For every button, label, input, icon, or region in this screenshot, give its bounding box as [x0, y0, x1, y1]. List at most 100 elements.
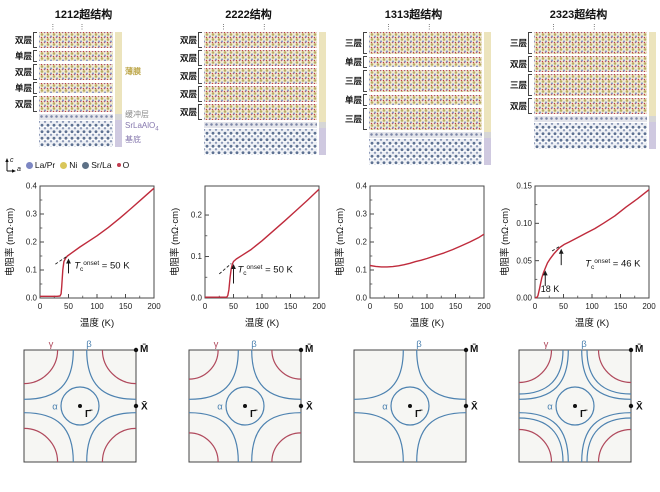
nickelate-layer-pattern	[204, 32, 317, 48]
layer-row: 双层	[6, 64, 113, 80]
resistivity-curve	[369, 233, 484, 268]
annotations: Tconset = 50 K	[54, 255, 130, 274]
svg-text:150: 150	[118, 302, 132, 311]
y-axis: 0.0 0.1 0.2 0.3 0.4	[25, 182, 44, 303]
layer-label: 三层	[344, 38, 362, 48]
m-point-dot	[628, 347, 633, 353]
beta-band-label: β	[251, 339, 257, 350]
panel-title: 1313超结构	[384, 9, 443, 21]
svg-text:0.0: 0.0	[25, 294, 37, 303]
layer-row: 单层	[336, 94, 482, 106]
layer-bracket	[528, 74, 532, 96]
axis-indicator: c	[5, 157, 16, 173]
svg-text:0.1: 0.1	[190, 252, 202, 261]
layer-row: 双层	[171, 50, 317, 66]
layer-row: 双层	[171, 32, 317, 48]
temperature-annotation: 18 K	[540, 284, 559, 294]
nickelate-layer-pattern	[534, 32, 647, 54]
layer-bracket	[33, 50, 37, 62]
crystal-structure: ⋮ ⋮ 双层 双层 双层 双层 双层	[171, 23, 326, 155]
resistivity-chart-svg: 0 50 100 150 200 0.00 0.05 0.10 0.15 电阻率 (mΩ·cm) 温…	[499, 182, 656, 329]
m-point-label: M̄	[470, 343, 478, 355]
layer-label: 双层	[509, 101, 527, 111]
gamma-point-label: Γ̄	[250, 409, 258, 420]
svg-text:0.1: 0.1	[25, 266, 37, 275]
x-axis: 0 50 100 150 200	[532, 294, 656, 311]
layer-label: 双层	[179, 71, 197, 81]
layer-label: 单层	[14, 51, 32, 61]
x-axis: 0 50 100 150 200	[367, 294, 491, 311]
buffer-strip	[115, 114, 122, 120]
layer-row: 三层	[336, 32, 482, 54]
resistivity-curve	[534, 189, 649, 299]
nickelate-layer-pattern	[369, 95, 482, 105]
nickelate-layer-pattern	[39, 51, 113, 61]
layer-label: 双层	[179, 89, 197, 99]
buffer-layer	[534, 116, 647, 122]
gamma-pockets	[188, 349, 301, 463]
o-atom-icon	[116, 163, 121, 167]
layer-row: 三层	[501, 74, 647, 96]
layer-row: 双层	[171, 104, 317, 120]
resistivity-panel-2222: 0 50 100 150 200 0.0 0.1 0.2 电阻率 (mΩ·cm) 温度 (K) Tc…	[165, 176, 330, 334]
film-layers: 双层 双层 双层 双层 双层	[171, 32, 317, 120]
ellipsis: ⋮	[425, 24, 433, 31]
layer-bracket	[198, 104, 202, 120]
ellipsis: ⋮	[549, 24, 557, 31]
layer-row: 单层	[6, 82, 113, 94]
m-point-label: M̄	[635, 343, 643, 355]
svg-text:0.00: 0.00	[516, 294, 532, 303]
layer-bracket	[198, 86, 202, 102]
x-axis-label: 温度 (K)	[574, 317, 608, 329]
layer-label: 单层	[14, 83, 32, 93]
gamma-point-label: Γ̄	[415, 409, 423, 420]
gamma-point-label: Γ̄	[580, 409, 588, 420]
layer-row: 双层	[171, 86, 317, 102]
structure-panel-2323: 2323超结构 ⋮ ⋮ 三层 双层 三层 双层	[495, 4, 660, 176]
fermi-surface-panel-1313: β α Γ̄ M̄ X̄	[330, 334, 495, 484]
m-point-dot	[133, 347, 138, 353]
svg-text:0.2: 0.2	[190, 211, 202, 220]
extrapolation-dash	[54, 255, 68, 265]
beta-sheets	[518, 349, 631, 463]
fermi-surface-svg: γ β α Γ̄ M̄ X̄	[23, 339, 148, 463]
legend-item-o: O	[116, 160, 129, 170]
layer-bracket	[363, 70, 367, 92]
legend-label: Ni	[69, 160, 78, 170]
svg-text:200: 200	[312, 302, 326, 311]
layer-label: 双层	[179, 35, 197, 45]
region-strip	[649, 32, 656, 149]
gamma-pockets	[518, 349, 631, 463]
beta-band-label: β	[416, 339, 422, 350]
film-layers: 三层 单层 三层 单层 三层	[336, 32, 482, 130]
structure-panel-1212: 1212超结构 ⋮ ⋮ 双层 单层 双层 单层 双层 薄膜 缓冲层 SrLaAlO4 基底	[0, 4, 165, 176]
film-label: 薄膜	[125, 66, 141, 76]
y-axis: 0.0 0.1 0.2	[190, 211, 209, 303]
structure-lattice: ⋮ ⋮ 双层 单层 双层 单层 双层	[6, 23, 113, 147]
alpha-band-label: α	[52, 402, 58, 413]
m-point-label: M̄	[305, 343, 313, 355]
layer-label: 三层	[344, 114, 362, 124]
continuation-dots: ⋮ ⋮	[39, 23, 113, 32]
ellipsis: ⋮	[590, 24, 598, 31]
alpha-band-label: α	[217, 402, 223, 413]
panel-title: 1212超结构	[54, 9, 113, 21]
film-strip	[115, 32, 122, 114]
layer-bracket	[33, 96, 37, 112]
tc-arrowhead	[542, 270, 548, 276]
svg-text:0.0: 0.0	[190, 294, 202, 303]
region-strip	[484, 32, 491, 165]
region-labels: 薄膜 缓冲层 SrLaAlO4 基底	[122, 32, 161, 147]
y-axis-label: 电阻率 (mΩ·cm)	[334, 208, 346, 276]
ellipsis: ⋮	[49, 24, 57, 31]
region-strip	[115, 32, 122, 147]
svg-text:0.3: 0.3	[25, 210, 37, 219]
buffer-strip	[649, 116, 656, 122]
plot-frame	[369, 185, 484, 299]
crystal-structure: ⋮ ⋮ 双层 单层 双层 单层 双层 薄膜 缓冲层 SrLaAlO4 基底	[6, 23, 161, 147]
svg-text:50: 50	[559, 302, 568, 311]
m-point-dot	[298, 347, 303, 353]
nickelate-layer-pattern	[204, 86, 317, 102]
svg-text:0.4: 0.4	[355, 182, 367, 191]
nickelate-layer-pattern	[369, 108, 482, 130]
